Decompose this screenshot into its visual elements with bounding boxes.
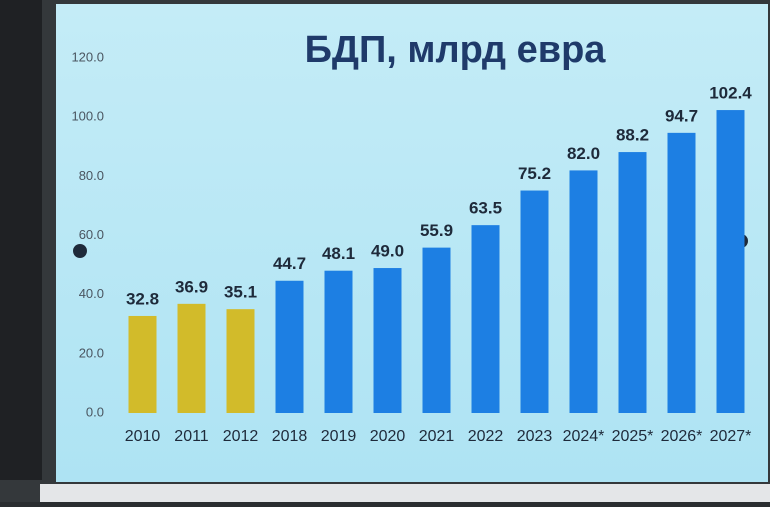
bar xyxy=(177,303,206,413)
x-tick-label: 2027* xyxy=(710,428,752,445)
y-tick-label: 60.0 xyxy=(79,227,104,242)
value-label: 55.9 xyxy=(420,221,453,240)
value-label: 63.5 xyxy=(469,199,502,218)
bar xyxy=(275,280,304,413)
y-tick-label: 40.0 xyxy=(79,286,104,301)
y-tick-label: 80.0 xyxy=(79,168,104,183)
x-tick-label: 2022 xyxy=(468,428,504,445)
x-tick-label: 2011 xyxy=(174,428,209,445)
value-label: 36.9 xyxy=(175,277,208,296)
x-tick-label: 2012 xyxy=(223,428,259,445)
y-tick-label: 0.0 xyxy=(86,404,104,419)
bezel xyxy=(40,484,770,502)
left-panel xyxy=(0,0,42,480)
value-label: 75.2 xyxy=(518,164,551,183)
y-tick-label: 120.0 xyxy=(71,49,104,64)
bar xyxy=(324,270,353,413)
value-label: 102.4 xyxy=(709,84,752,103)
bar xyxy=(569,170,598,413)
value-label: 35.1 xyxy=(224,283,257,302)
value-label: 88.2 xyxy=(616,126,649,145)
y-tick-label: 20.0 xyxy=(79,345,104,360)
x-tick-label: 2019 xyxy=(321,428,357,445)
bar xyxy=(128,315,157,413)
bar xyxy=(471,225,500,413)
value-label: 32.8 xyxy=(126,289,159,308)
bar xyxy=(618,152,647,413)
x-tick-label: 2020 xyxy=(370,428,406,445)
x-tick-label: 2025* xyxy=(612,428,654,445)
value-label: 44.7 xyxy=(273,254,306,273)
value-label: 48.1 xyxy=(322,244,355,263)
x-tick-label: 2018 xyxy=(272,428,308,445)
bar xyxy=(716,110,745,414)
y-tick-label: 100.0 xyxy=(71,109,104,124)
x-tick-label: 2023 xyxy=(517,428,553,445)
bar xyxy=(520,190,549,413)
value-label: 94.7 xyxy=(665,106,698,125)
chart-title: БДП, млрд евра xyxy=(305,29,607,71)
value-label: 82.0 xyxy=(567,144,600,163)
x-tick-label: 2010 xyxy=(125,428,161,445)
handle[interactable] xyxy=(73,244,87,258)
x-tick-label: 2021 xyxy=(419,428,455,445)
x-tick-label: 2026* xyxy=(661,428,703,445)
value-label: 49.0 xyxy=(371,242,404,261)
bar xyxy=(667,132,696,414)
x-tick-label: 2024* xyxy=(563,428,605,445)
screen xyxy=(56,4,768,482)
bar xyxy=(373,268,402,413)
bar xyxy=(226,309,255,413)
bar xyxy=(422,247,451,413)
